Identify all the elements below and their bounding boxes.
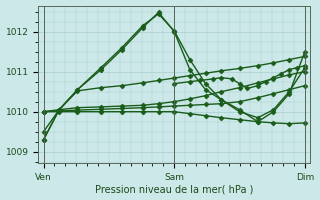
X-axis label: Pression niveau de la mer( hPa ): Pression niveau de la mer( hPa ): [95, 184, 253, 194]
